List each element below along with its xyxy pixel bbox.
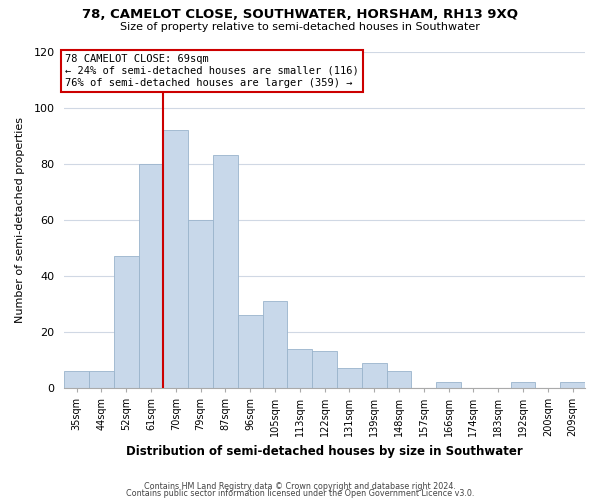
Bar [337, 368, 362, 388]
Y-axis label: Number of semi-detached properties: Number of semi-detached properties [15, 116, 25, 322]
Bar [188, 220, 213, 388]
Bar [511, 382, 535, 388]
Bar [560, 382, 585, 388]
Text: 78 CAMELOT CLOSE: 69sqm
← 24% of semi-detached houses are smaller (116)
76% of s: 78 CAMELOT CLOSE: 69sqm ← 24% of semi-de… [65, 54, 358, 88]
Bar [213, 155, 238, 388]
Bar [163, 130, 188, 388]
Text: Size of property relative to semi-detached houses in Southwater: Size of property relative to semi-detach… [120, 22, 480, 32]
Text: Contains public sector information licensed under the Open Government Licence v3: Contains public sector information licen… [126, 489, 474, 498]
Bar [139, 164, 163, 388]
Bar [287, 348, 312, 388]
Bar [263, 301, 287, 388]
X-axis label: Distribution of semi-detached houses by size in Southwater: Distribution of semi-detached houses by … [126, 444, 523, 458]
Text: 78, CAMELOT CLOSE, SOUTHWATER, HORSHAM, RH13 9XQ: 78, CAMELOT CLOSE, SOUTHWATER, HORSHAM, … [82, 8, 518, 20]
Bar [238, 315, 263, 388]
Text: Contains HM Land Registry data © Crown copyright and database right 2024.: Contains HM Land Registry data © Crown c… [144, 482, 456, 491]
Bar [362, 362, 386, 388]
Bar [312, 352, 337, 388]
Bar [64, 371, 89, 388]
Bar [114, 256, 139, 388]
Bar [89, 371, 114, 388]
Bar [386, 371, 412, 388]
Bar [436, 382, 461, 388]
